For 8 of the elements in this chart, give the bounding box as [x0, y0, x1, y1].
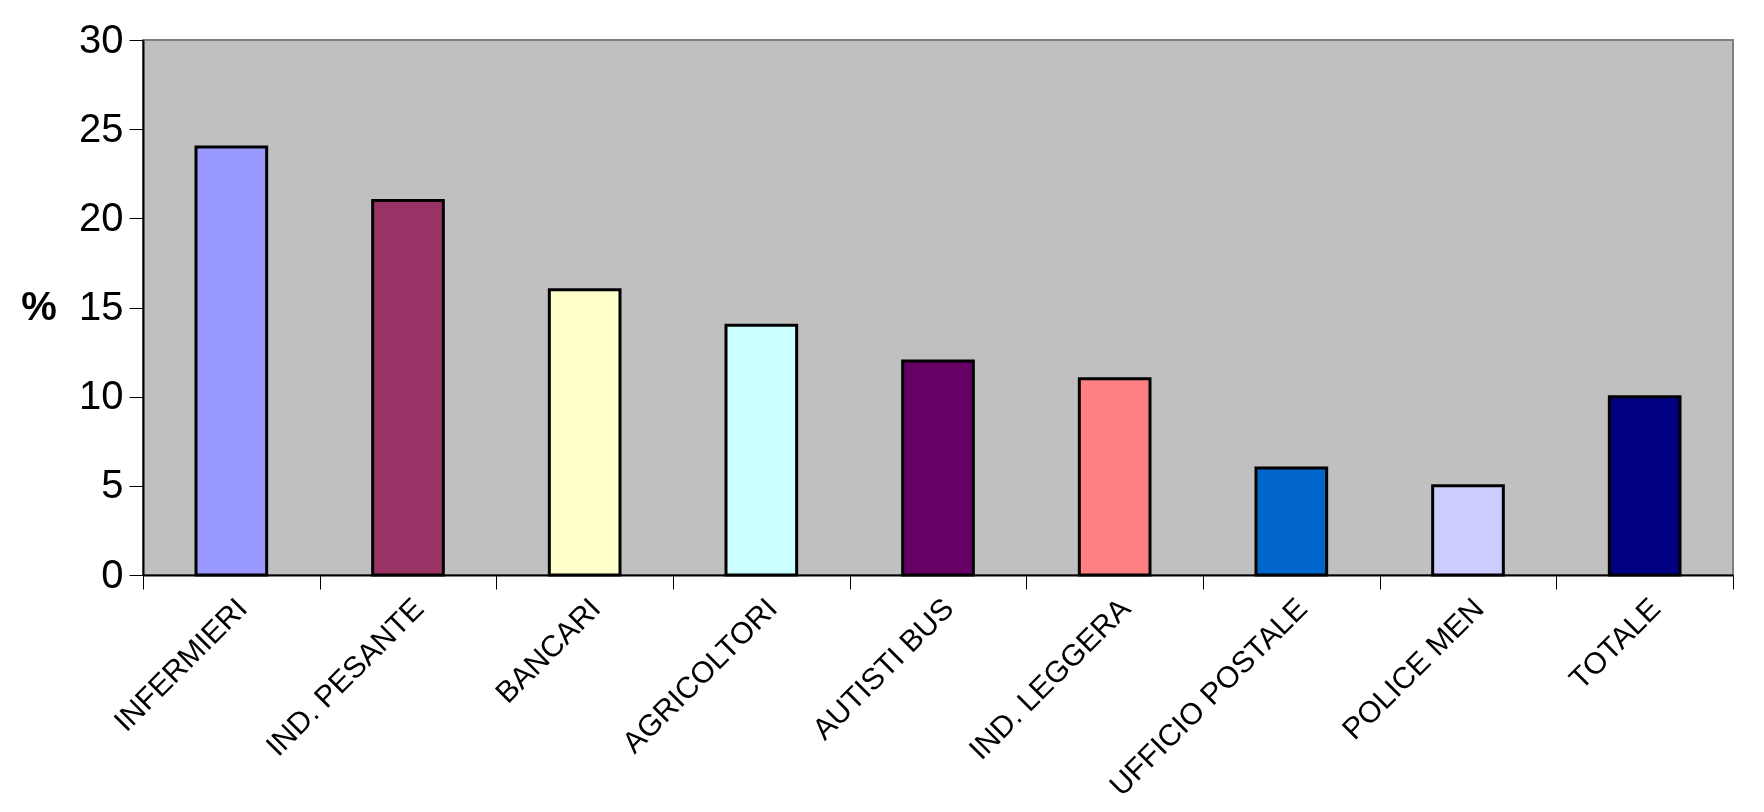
y-tick-label: 20 [79, 194, 124, 239]
y-tick-label: 0 [101, 551, 124, 596]
y-tick-label: 25 [79, 105, 124, 150]
y-tick-label: 10 [79, 373, 124, 418]
y-tick-label: 15 [79, 284, 124, 328]
y-axis-title: % [21, 284, 57, 328]
y-tick-label: 5 [101, 462, 124, 507]
y-tick-label: 30 [79, 16, 124, 61]
